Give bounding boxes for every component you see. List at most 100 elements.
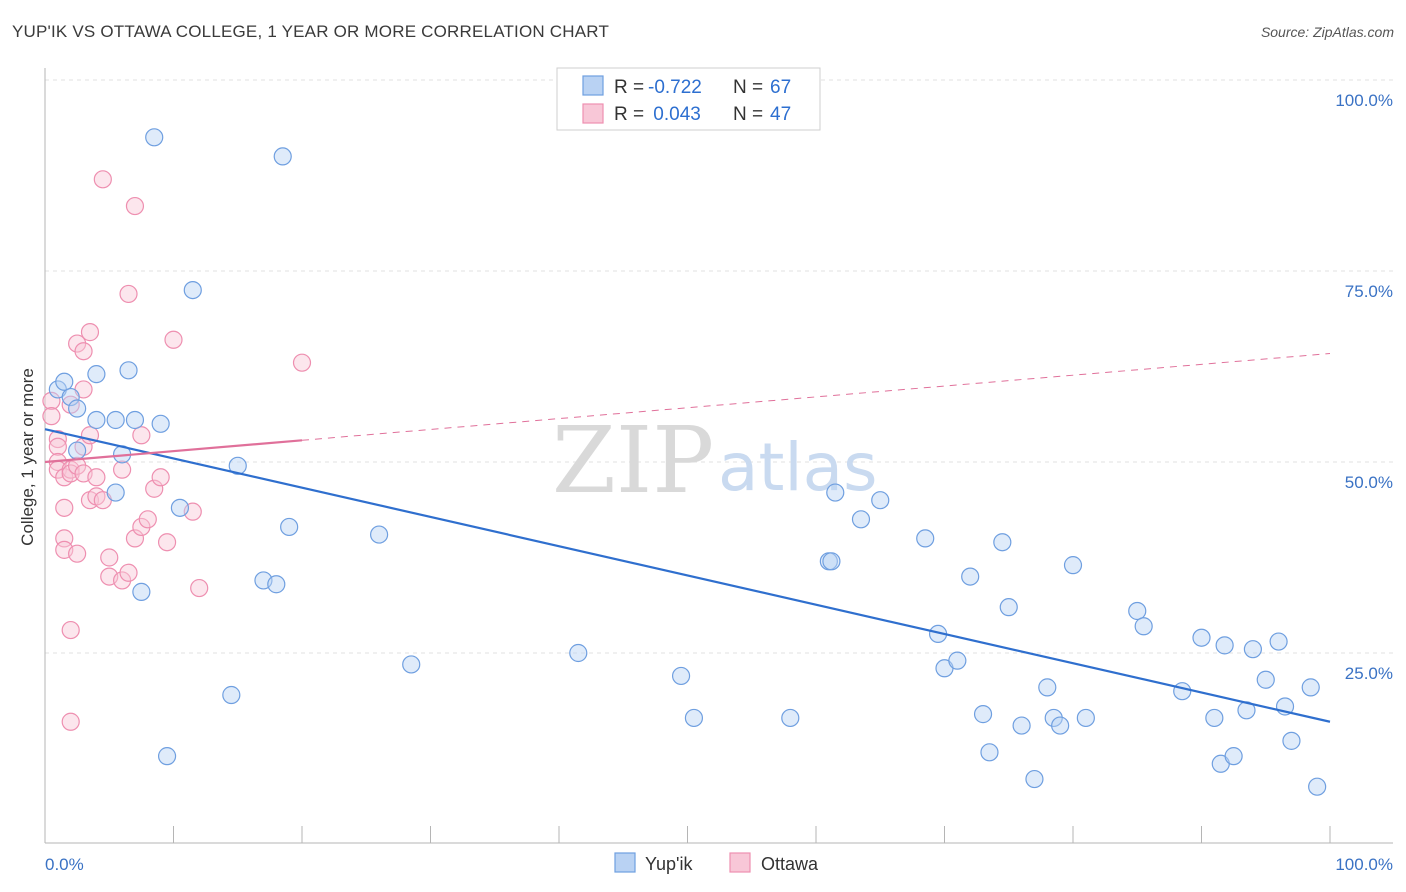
- yupik-point: [822, 552, 841, 571]
- ottawa-point: [87, 468, 106, 487]
- legend-n-value-1: 67: [770, 77, 791, 98]
- yupik-point: [826, 483, 845, 502]
- yupik-point: [87, 365, 106, 384]
- grid-lines: [45, 79, 1393, 654]
- ottawa-point: [138, 510, 157, 529]
- yupik-point: [1215, 636, 1234, 655]
- ottawa-point: [42, 407, 61, 426]
- yupik-point: [1269, 632, 1288, 651]
- watermark: ZIP atlas: [552, 407, 878, 514]
- yupik-point: [106, 410, 125, 430]
- yupik-point: [980, 743, 999, 762]
- yupik-point: [183, 281, 202, 300]
- ottawa-trendline-solid: [44, 439, 303, 464]
- ottawa-point: [145, 479, 164, 498]
- yupik-point: [1308, 777, 1327, 796]
- ottawa-legend-swatch: [582, 103, 604, 124]
- ottawa-point: [164, 330, 183, 349]
- yupik-bottom-swatch: [614, 852, 636, 873]
- yupik-point: [948, 651, 967, 670]
- ottawa-point: [119, 284, 138, 304]
- ottawa-point: [125, 196, 145, 216]
- x-tick-label-max: 100.0%: [1335, 855, 1393, 874]
- x-tick-labels: 0.0% 100.0%: [45, 855, 1393, 874]
- legend-n-label-2: N =: [733, 104, 763, 125]
- ottawa-point: [190, 578, 209, 598]
- yupik-point: [87, 410, 106, 430]
- yupik-point: [1063, 556, 1083, 575]
- yupik-point: [170, 498, 190, 517]
- yupik-point: [228, 456, 247, 475]
- source-credit: Source: ZipAtlas.com: [1260, 24, 1394, 40]
- yupik-point: [1173, 682, 1192, 701]
- ottawa-bottom-swatch: [729, 852, 751, 873]
- yupik-point: [55, 372, 74, 391]
- ottawa-point: [55, 498, 74, 517]
- ottawa-point: [61, 712, 80, 731]
- legend-n-value-2: 47: [770, 104, 791, 125]
- yupik-legend-label: Yup'ik: [645, 854, 693, 874]
- legend-r-label-2: R =: [614, 104, 644, 125]
- legend-r-value-2: 0.043: [648, 104, 701, 125]
- ottawa-series: [42, 170, 312, 731]
- yupik-point: [961, 567, 980, 586]
- yupik-point: [370, 525, 389, 544]
- yupik-point: [999, 598, 1018, 617]
- ottawa-point: [48, 437, 67, 456]
- yupik-point: [119, 361, 138, 380]
- yupik-point: [273, 147, 292, 166]
- ottawa-point: [112, 460, 132, 479]
- yupik-point: [1038, 678, 1057, 697]
- yupik-point: [916, 529, 935, 548]
- yupik-legend-swatch: [582, 75, 604, 96]
- yupik-point: [125, 410, 145, 430]
- ottawa-trendline-dashed: [301, 353, 1331, 441]
- ottawa-legend-label: Ottawa: [761, 854, 819, 874]
- y-tick-label: 75.0%: [1345, 282, 1393, 301]
- y-tick-label: 25.0%: [1345, 664, 1393, 683]
- yupik-point: [106, 483, 125, 502]
- ottawa-point: [125, 529, 145, 548]
- yupik-point: [871, 491, 890, 510]
- yupik-point: [1301, 678, 1320, 697]
- legend-r-value-1: -0.722: [648, 77, 702, 98]
- yupik-point: [973, 705, 993, 724]
- yupik-point: [1256, 670, 1275, 689]
- trend-lines: [44, 353, 1331, 723]
- yupik-point: [1243, 640, 1263, 659]
- yupik-series: [48, 128, 1327, 796]
- ottawa-point: [80, 323, 100, 342]
- yupik-point: [1134, 617, 1153, 636]
- ottawa-point: [68, 544, 87, 563]
- y-axis-label: College, 1 year or more: [18, 368, 37, 546]
- ottawa-point: [100, 548, 119, 567]
- yupik-point: [157, 747, 177, 766]
- yupik-point: [280, 517, 299, 537]
- ottawa-point: [68, 334, 87, 353]
- yupik-point: [781, 708, 800, 728]
- yupik-point: [68, 399, 87, 418]
- ottawa-point: [112, 571, 132, 590]
- ottawa-point: [61, 620, 80, 640]
- ottawa-point: [74, 342, 93, 361]
- yupik-point: [1044, 708, 1063, 728]
- yupik-point: [68, 441, 87, 460]
- legend-n-label-1: N =: [733, 77, 763, 98]
- yupik-point: [1205, 708, 1224, 728]
- yupik-point: [1012, 716, 1031, 735]
- yupik-point: [1128, 601, 1147, 621]
- ottawa-point: [68, 456, 87, 475]
- yupik-trendline: [44, 428, 1331, 723]
- ottawa-point: [157, 533, 177, 552]
- ottawa-point: [151, 468, 170, 487]
- ottawa-point: [93, 170, 112, 189]
- ottawa-point: [132, 517, 151, 537]
- y-tick-labels: 100.0% 75.0% 50.0% 25.0%: [1335, 91, 1393, 683]
- yupik-point: [402, 655, 421, 674]
- yupik-point: [61, 387, 80, 407]
- ottawa-point: [48, 429, 67, 449]
- yupik-point: [671, 666, 691, 686]
- yupik-point: [1025, 769, 1044, 789]
- watermark-atlas: atlas: [718, 429, 878, 506]
